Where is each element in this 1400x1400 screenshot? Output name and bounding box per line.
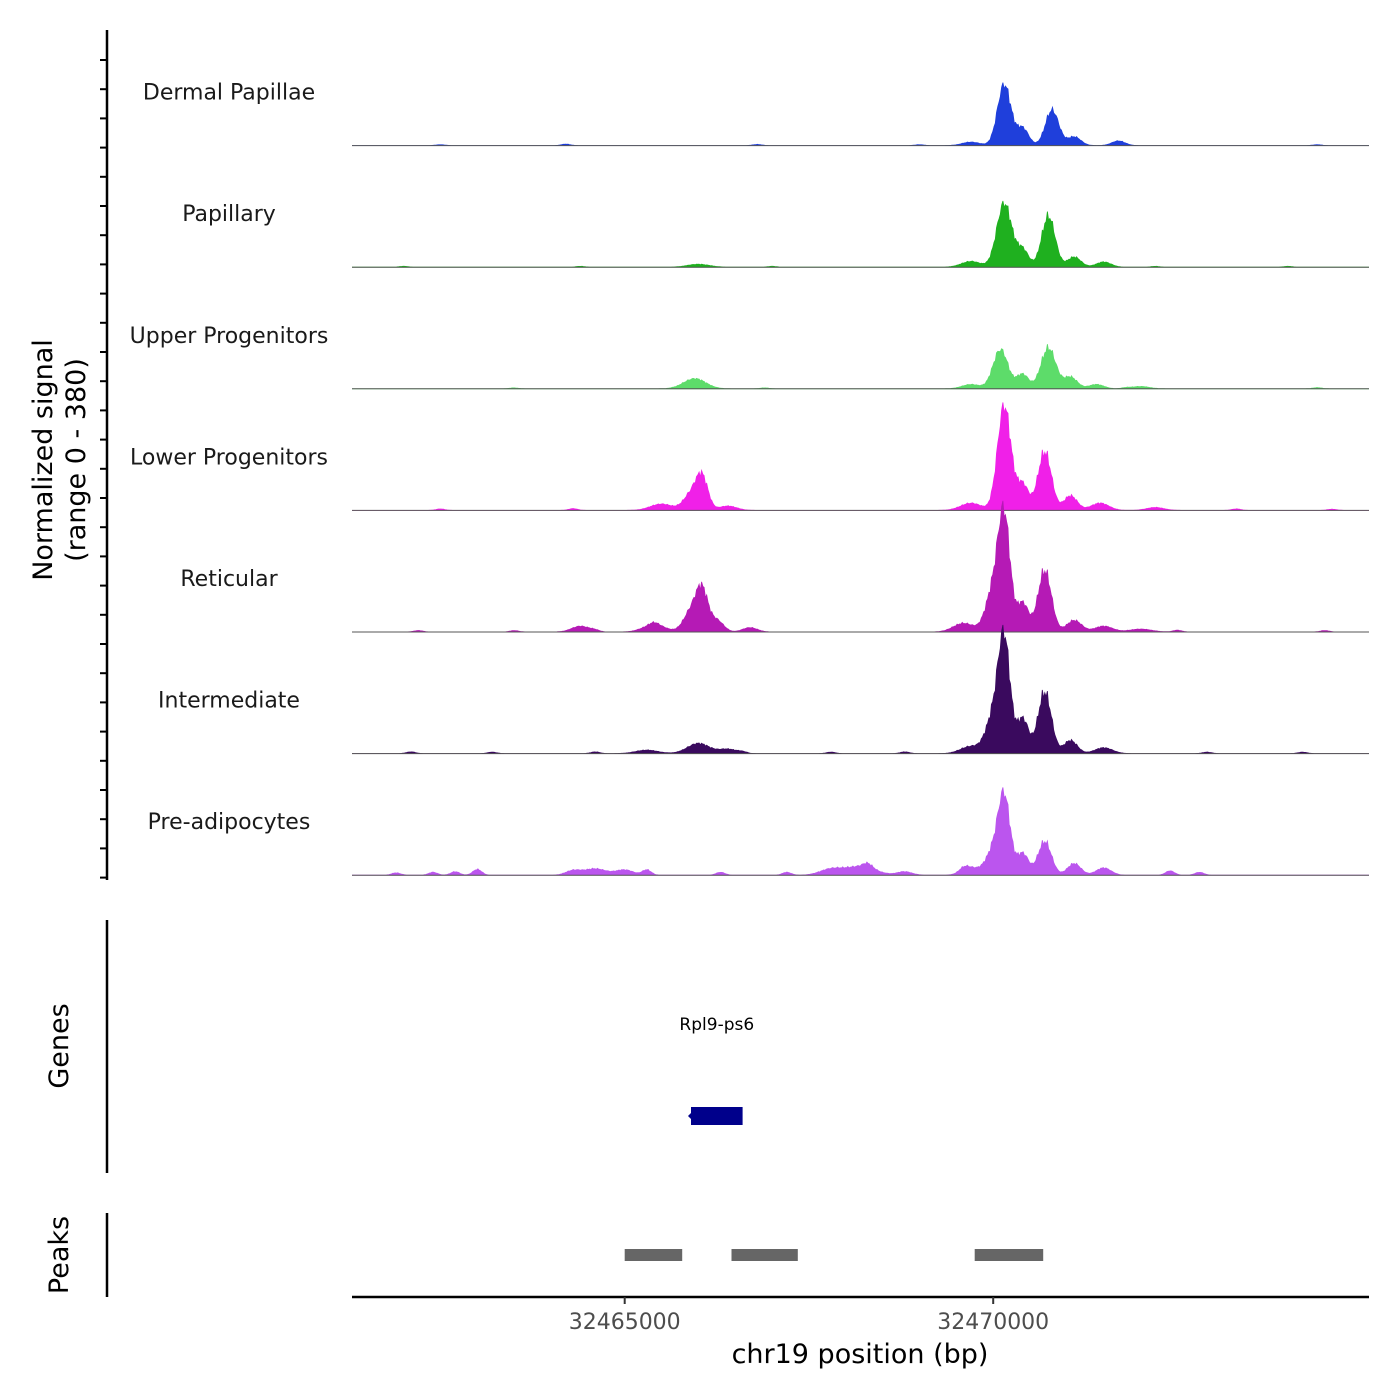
track-dermal-papillae: Dermal Papillae — [143, 81, 1369, 147]
coverage-area — [352, 500, 1369, 633]
track-label: Pre-adipocytes — [148, 810, 311, 835]
coverage-area — [352, 82, 1369, 147]
signal-axis — [100, 30, 109, 880]
x-tick-label: 32470000 — [937, 1310, 1049, 1335]
track-label: Reticular — [180, 567, 278, 592]
peak-region — [624, 1249, 683, 1261]
track-label: Upper Progenitors — [130, 324, 329, 349]
y-axis-title-line-1: Normalized signal — [28, 339, 59, 581]
peaks-axis-title: Peaks — [44, 1216, 75, 1294]
x-axis-title: chr19 position (bp) — [732, 1339, 989, 1370]
track-reticular: Reticular — [180, 500, 1369, 633]
y-axis-title: Normalized signal (range 0 - 380) — [28, 339, 92, 581]
track-label: Papillary — [182, 202, 276, 227]
peak-region — [974, 1249, 1044, 1261]
track-pre-adipocytes: Pre-adipocytes — [148, 787, 1369, 876]
track-label: Intermediate — [158, 689, 300, 714]
x-axis: 32465000 32470000 chr19 position (bp) — [352, 1295, 1369, 1370]
genes-axis-title: Genes — [44, 1003, 75, 1088]
peaks-panel: Peaks — [44, 1213, 1044, 1297]
genes-panel: Genes Rpl9-ps6 — [44, 920, 754, 1173]
coverage-area — [352, 200, 1369, 268]
coverage-area — [352, 402, 1369, 511]
peak-region — [731, 1249, 798, 1261]
track-lower-progenitors: Lower Progenitors — [130, 402, 1369, 511]
gene-strand-arrow — [688, 1110, 694, 1122]
coverage-area — [352, 344, 1369, 390]
coverage-area — [352, 624, 1369, 754]
track-label: Dermal Papillae — [143, 81, 315, 106]
track-label: Lower Progenitors — [130, 445, 328, 470]
coverage-area — [352, 787, 1369, 876]
track-papillary: Papillary — [182, 200, 1369, 268]
x-tick-label: 32465000 — [569, 1310, 681, 1335]
y-axis-title-line-2: (range 0 - 380) — [61, 358, 92, 562]
track-upper-progenitors: Upper Progenitors — [130, 324, 1369, 390]
gene-body — [691, 1107, 743, 1125]
track-intermediate: Intermediate — [158, 624, 1369, 755]
signal-tracks: Dermal Papillae Papillary Upper Progenitor… — [130, 81, 1369, 876]
gene-label: Rpl9-ps6 — [679, 1015, 754, 1035]
